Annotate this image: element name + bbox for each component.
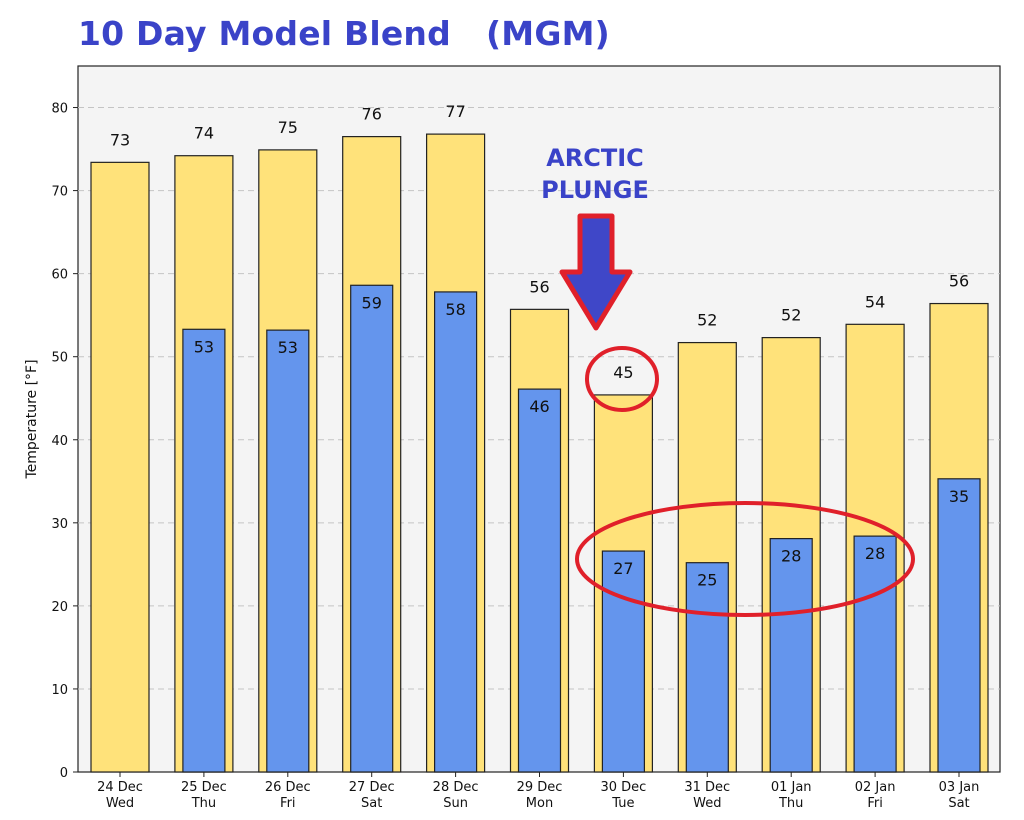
low-temp-label: 53	[194, 337, 214, 356]
high-temp-label: 74	[194, 124, 214, 143]
bars: 73 74 53 75 53 76 59 77 58 56 46 45 27 52 25 52 28 54 28 56…	[90, 102, 989, 773]
low-temp-bar	[601, 550, 646, 773]
highlight-circle-lows	[575, 501, 915, 617]
low-temp-bar	[350, 284, 394, 773]
low-temp-label: 25	[697, 571, 717, 590]
low-temp-label: 58	[445, 300, 465, 319]
x-tick-day: Tue	[611, 796, 634, 811]
y-tick-label: 30	[51, 517, 68, 532]
x-tick-day: Sat	[948, 796, 969, 811]
low-temp-bar	[266, 329, 310, 773]
high-temp-label: 52	[781, 306, 801, 325]
x-tick-day: Mon	[526, 796, 553, 811]
x-tick-date: 26 Dec	[265, 780, 311, 795]
y-tick-label: 10	[51, 683, 68, 698]
x-tick-day: Sun	[443, 796, 468, 811]
low-temp-bar	[769, 538, 813, 773]
low-temp-bar	[182, 328, 226, 773]
x-tick-date: 03 Jan	[939, 780, 980, 795]
x-tick-date: 31 Dec	[684, 780, 730, 795]
low-temp-bar	[937, 478, 981, 773]
high-temp-label: 45	[613, 363, 633, 382]
y-axis-label: Temperature [°F]	[24, 359, 40, 479]
high-temp-label: 54	[865, 292, 885, 311]
low-temp-bar	[853, 535, 897, 773]
x-tick-date: 01 Jan	[771, 780, 812, 795]
x-tick-day: Wed	[693, 796, 721, 811]
x-tick-day: Fri	[867, 796, 883, 811]
high-temp-label: 56	[949, 272, 969, 291]
high-temp-label: 52	[697, 311, 717, 330]
page-title: 10 Day Model Blend (MGM)	[78, 14, 610, 53]
high-temp-bar	[90, 161, 150, 773]
highlight-circle-high	[585, 346, 659, 412]
y-tick-label: 50	[51, 351, 68, 366]
y-tick-label: 80	[51, 102, 68, 117]
high-temp-label: 73	[110, 130, 130, 149]
x-tick-date: 24 Dec	[97, 780, 143, 795]
low-temp-label: 27	[613, 559, 633, 578]
annotation-line-2: PLUNGE	[541, 176, 649, 204]
low-temp-label: 28	[781, 547, 801, 566]
low-temp-label: 46	[529, 397, 549, 416]
x-tick-date: 27 Dec	[349, 780, 395, 795]
down-arrow-icon	[559, 213, 633, 331]
low-temp-label: 28	[865, 544, 885, 563]
x-tick-day: Thu	[778, 796, 803, 811]
x-tick-day: Sat	[361, 796, 382, 811]
high-temp-label: 75	[278, 118, 298, 137]
y-tick-label: 0	[60, 766, 68, 781]
x-tick-day: Thu	[191, 796, 216, 811]
x-tick-date: 28 Dec	[433, 780, 479, 795]
annotation-line-1: ARCTIC	[546, 144, 644, 172]
x-tick-date: 29 Dec	[517, 780, 563, 795]
x-tick-date: 02 Jan	[855, 780, 896, 795]
low-temp-label: 35	[949, 487, 969, 506]
x-tick-date: 25 Dec	[181, 780, 227, 795]
high-temp-label: 77	[445, 102, 465, 121]
y-tick-label: 70	[51, 185, 68, 200]
x-tick-day: Fri	[280, 796, 296, 811]
y-tick-label: 40	[51, 434, 68, 449]
arctic-plunge-annotation: ARCTIC PLUNGE	[541, 144, 649, 331]
low-temp-bar	[517, 388, 562, 773]
y-tick-label: 20	[51, 600, 68, 615]
high-temp-label: 56	[529, 277, 549, 296]
low-temp-bar	[685, 562, 729, 773]
low-temp-bar	[434, 291, 478, 773]
high-temp-label: 76	[362, 105, 382, 124]
x-tick-date: 30 Dec	[600, 780, 646, 795]
low-temp-label: 59	[362, 293, 382, 312]
x-tick-day: Wed	[106, 796, 134, 811]
low-temp-label: 53	[278, 338, 298, 357]
y-tick-label: 60	[51, 268, 68, 283]
